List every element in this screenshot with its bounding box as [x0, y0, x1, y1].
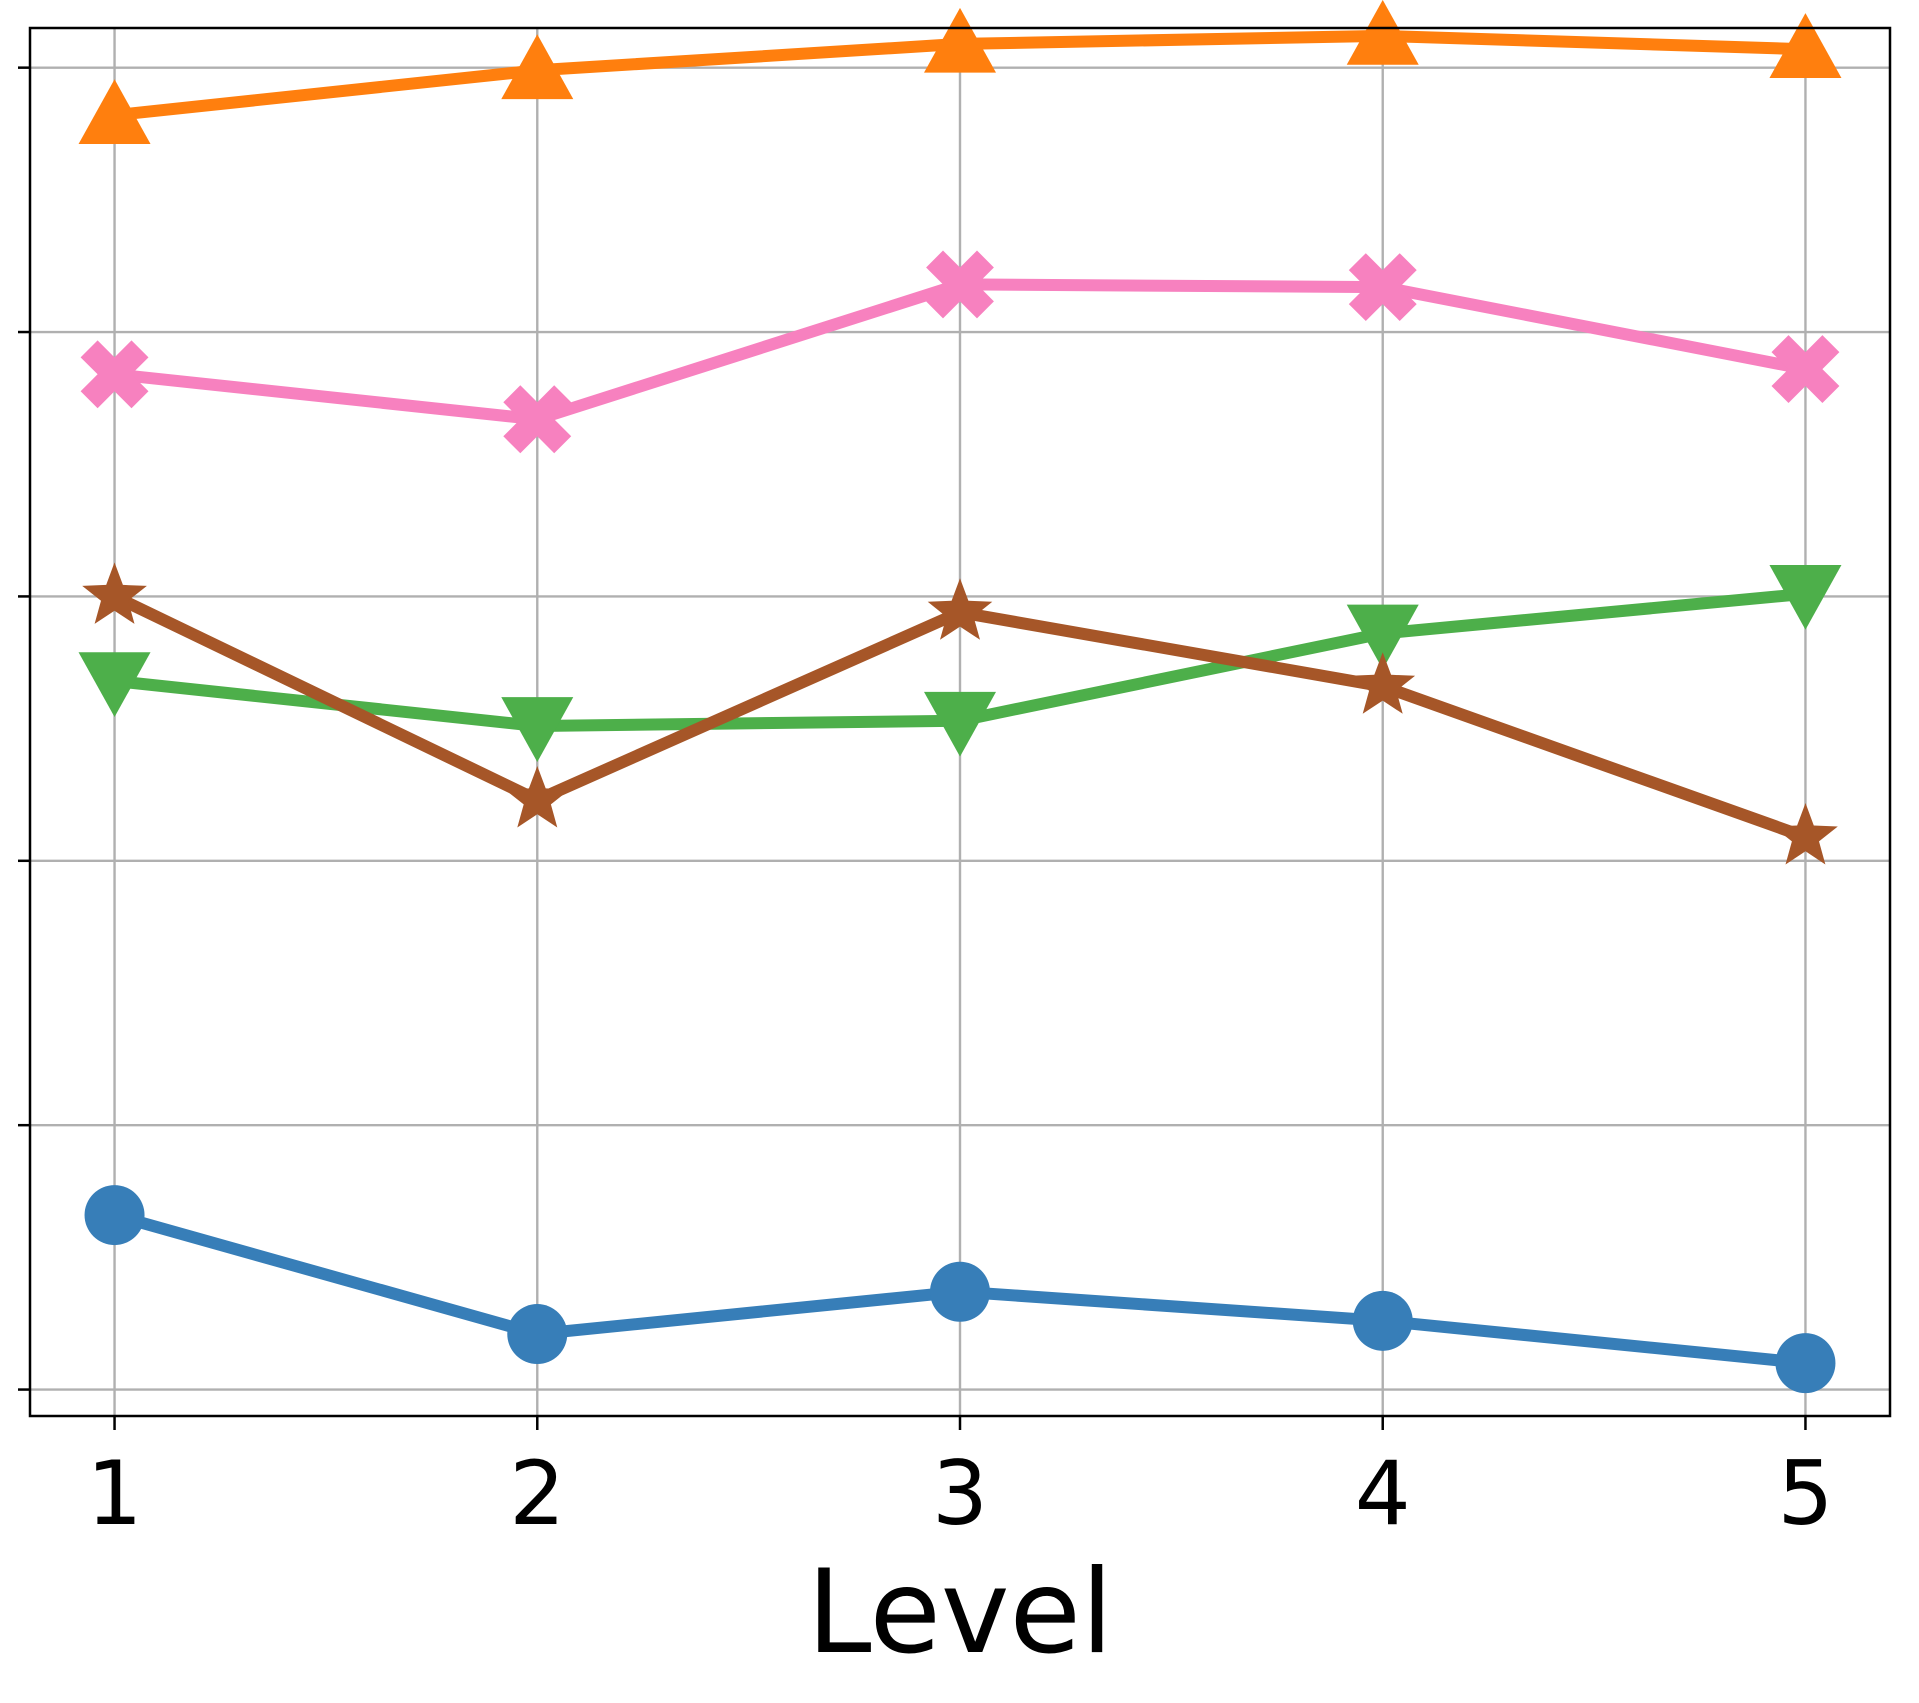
series-4 [82, 562, 1838, 865]
triangle-down-marker [501, 697, 574, 762]
star-marker [504, 766, 570, 828]
triangle-down-marker [1346, 604, 1419, 670]
circle-marker [507, 1304, 568, 1365]
triangle-up-marker [924, 7, 996, 73]
triangle-up-marker [78, 79, 151, 145]
series-layer [78, 0, 1842, 1394]
star-marker [1350, 652, 1416, 714]
triangle-down-marker [78, 652, 151, 718]
x-marker [503, 385, 572, 454]
circle-marker [84, 1185, 145, 1246]
x-tick-label: 4 [1355, 1442, 1411, 1545]
triangle-down-marker [1769, 564, 1842, 630]
x-tick-label: 5 [1777, 1442, 1833, 1545]
star-marker [82, 562, 147, 624]
circle-marker [930, 1261, 990, 1322]
star-marker [927, 578, 993, 640]
x-axis-ticks: 1 2 3 4 5 [18, 66, 1833, 1545]
series-1 [78, 0, 1842, 145]
series-2 [80, 250, 1840, 454]
x-tick-label: 1 [87, 1442, 143, 1545]
x-marker [1348, 253, 1417, 321]
x-tick-label: 3 [932, 1442, 988, 1545]
x-axis-label: Level [807, 1545, 1113, 1680]
circle-marker [1775, 1333, 1836, 1394]
x-tick-label: 2 [509, 1442, 565, 1545]
x-marker [926, 250, 994, 319]
triangle-down-marker [924, 691, 996, 757]
x-marker [80, 340, 149, 409]
triangle-up-marker [501, 34, 574, 100]
x-marker [1771, 335, 1840, 403]
series-5 [84, 1185, 1836, 1394]
triangle-up-marker [1346, 0, 1419, 65]
circle-marker [1352, 1290, 1413, 1351]
triangle-up-marker [1769, 13, 1842, 78]
series-3 [78, 564, 1842, 762]
star-marker [1773, 803, 1838, 865]
